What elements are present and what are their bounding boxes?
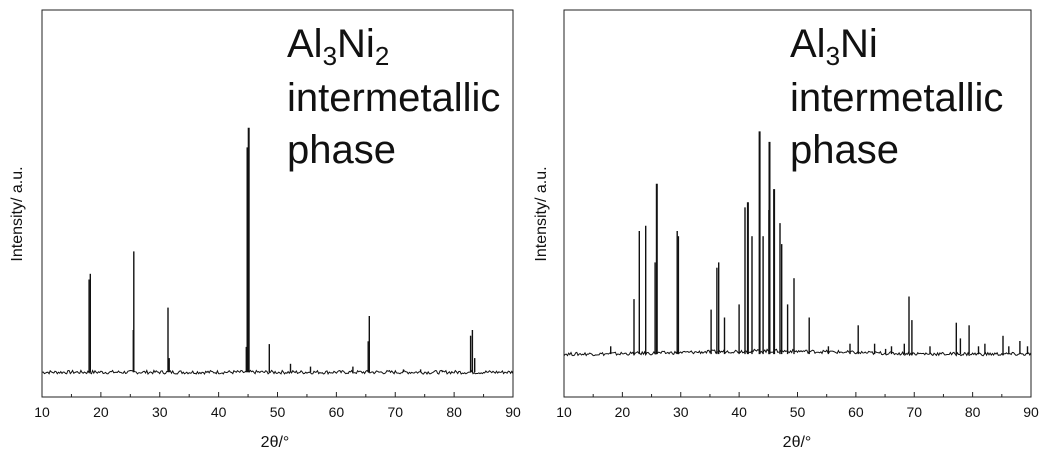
right-x-tick-label-70: 70 bbox=[906, 404, 922, 420]
right-x-tick-label-60: 60 bbox=[848, 404, 864, 420]
left-phase-annotation-line1: Al3Ni2 bbox=[287, 22, 389, 71]
left-x-tick-label-10: 10 bbox=[34, 404, 50, 420]
left-x-tick-label-20: 20 bbox=[93, 404, 109, 420]
left-plot-frame bbox=[41, 9, 514, 398]
left-phase-annotation-line2: intermetallic bbox=[287, 76, 500, 120]
left-pattern-marks bbox=[41, 127, 514, 375]
left-baseline-trace bbox=[41, 369, 514, 375]
left-x-axis: 10 20 30 40 50 60 70 80 90 bbox=[34, 392, 521, 420]
left-x-tick-label-80: 80 bbox=[446, 404, 462, 420]
right-pattern-marks bbox=[563, 131, 1032, 357]
left-x-tick-label-70: 70 bbox=[387, 404, 403, 420]
right-baseline-trace bbox=[563, 348, 1032, 357]
right-x-tick-label-30: 30 bbox=[673, 404, 689, 420]
right-x-tick-label-80: 80 bbox=[965, 404, 981, 420]
left-annot-al: Al bbox=[287, 22, 323, 66]
left-x-tick-label-30: 30 bbox=[152, 404, 168, 420]
left-annot-sub1: 3 bbox=[323, 41, 337, 71]
left-x-tick-label-50: 50 bbox=[270, 404, 286, 420]
left-phase-annotation-line3: phase bbox=[287, 128, 396, 172]
right-phase-annotation-line1: Al3Ni bbox=[790, 22, 878, 71]
left-x-tick-label-40: 40 bbox=[211, 404, 227, 420]
right-x-tick-label-40: 40 bbox=[731, 404, 747, 420]
left-annot-ni: Ni bbox=[337, 22, 375, 66]
right-phase-annotation-line2: intermetallic bbox=[790, 76, 1003, 120]
right-annot-sub1: 3 bbox=[826, 41, 840, 71]
right-x-axis-title: 2θ/° bbox=[783, 434, 812, 451]
right-x-tick-label-10: 10 bbox=[556, 404, 572, 420]
left-xrd-chart: 10 20 30 40 50 60 70 80 90 Intensity/ a.u. 2θ/° … bbox=[9, 9, 521, 451]
right-y-axis-title: Intensity/ a.u. bbox=[533, 166, 550, 261]
right-x-tick-label-20: 20 bbox=[615, 404, 631, 420]
left-x-tick-label-60: 60 bbox=[329, 404, 345, 420]
right-xrd-chart: 10 20 30 40 50 60 70 80 90 Intensity/ a.u. 2θ/° … bbox=[533, 9, 1039, 451]
left-x-axis-title: 2θ/° bbox=[261, 434, 290, 451]
left-y-axis-title: Intensity/ a.u. bbox=[9, 166, 26, 261]
right-annot-al: Al bbox=[790, 22, 826, 66]
right-x-axis: 10 20 30 40 50 60 70 80 90 bbox=[556, 392, 1039, 420]
right-phase-annotation-line3: phase bbox=[790, 128, 899, 172]
right-x-tick-label-50: 50 bbox=[790, 404, 806, 420]
left-annot-sub2: 2 bbox=[375, 41, 389, 71]
right-annot-ni: Ni bbox=[840, 22, 878, 66]
left-x-tick-label-90: 90 bbox=[505, 404, 521, 420]
right-x-tick-label-90: 90 bbox=[1023, 404, 1039, 420]
